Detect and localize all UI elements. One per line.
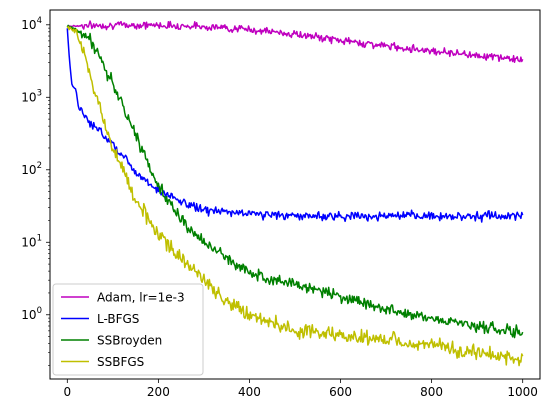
legend-label: SSBFGS — [97, 355, 144, 369]
series-line-1 — [67, 20, 524, 64]
legend-label: L-BFGS — [97, 312, 139, 326]
y-axis: 100 101 102 103 104 — [21, 16, 50, 366]
y-tick-label: 104 — [21, 16, 42, 32]
x-tick-label: 400 — [238, 385, 261, 399]
x-axis: 0 200 400 600 800 1000 — [63, 379, 538, 399]
series-line-2 — [66, 28, 524, 223]
x-tick-label: 800 — [420, 385, 443, 399]
legend-label: Adam, lr=1e-3 — [97, 291, 185, 305]
series-line-3 — [66, 24, 524, 339]
legend: Adam, lr=1e-3 L-BFGS SSBroyden SSBFGS — [52, 283, 204, 376]
y-tick-label: 101 — [21, 233, 42, 249]
legend-label: SSBroyden — [97, 334, 162, 348]
x-tick-label: 0 — [63, 385, 71, 399]
legend-box — [52, 283, 204, 376]
y-tick-label: 100 — [21, 306, 42, 322]
series-layer — [66, 20, 524, 367]
y-tick-label: 103 — [21, 88, 42, 104]
series-line-4 — [66, 25, 524, 367]
x-tick-label: 600 — [329, 385, 352, 399]
plot-frame — [49, 9, 541, 380]
y-tick-label: 102 — [21, 161, 42, 177]
x-tick-label: 1000 — [507, 385, 538, 399]
x-tick-label: 200 — [147, 385, 170, 399]
